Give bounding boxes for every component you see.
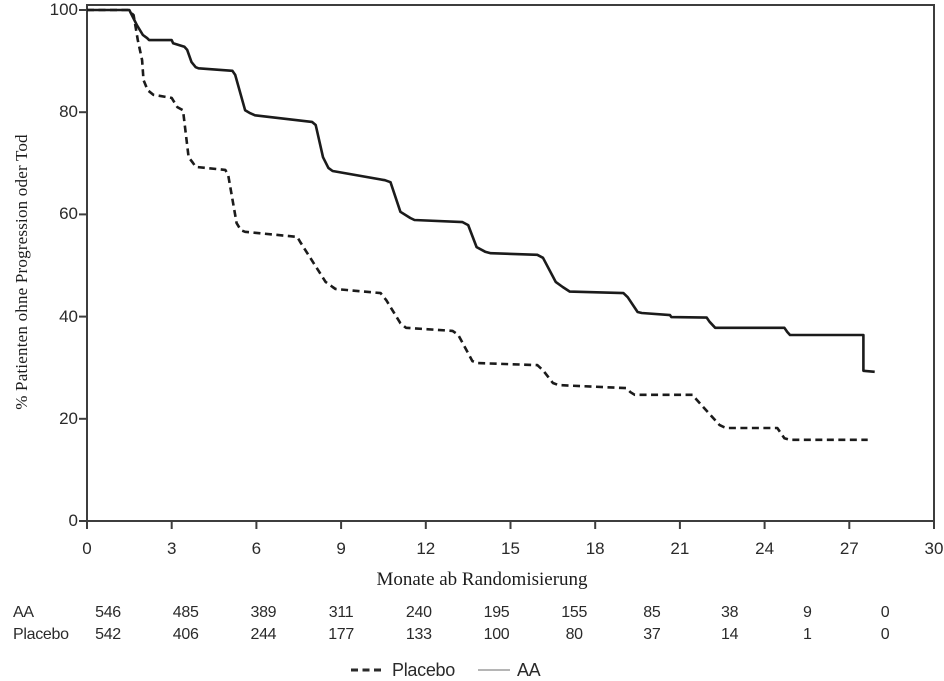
legend-placebo-label: Placebo <box>392 659 455 680</box>
at-risk-row-aa: AA 546 485 389 311 240 195 155 85 38 9 0 <box>0 604 944 624</box>
at-risk-count: 85 <box>643 604 661 621</box>
x-tick-label: 3 <box>166 539 177 558</box>
y-tick-label: 80 <box>59 102 78 122</box>
legend: Placebo AA <box>350 659 541 681</box>
x-tick-label: 18 <box>585 539 605 558</box>
at-risk-count: 0 <box>880 604 890 621</box>
legend-placebo-line-sample <box>351 668 385 672</box>
at-risk-count: 14 <box>720 626 739 643</box>
x-tick-label: 15 <box>501 539 520 558</box>
at-risk-row-label-placebo: Placebo <box>13 626 69 643</box>
x-tick-label: 24 <box>755 539 775 558</box>
at-risk-count: 37 <box>643 626 661 643</box>
at-risk-count: 38 <box>720 604 739 621</box>
y-axis-title: % Patienten ohne Progression oder Tod <box>12 134 31 410</box>
at-risk-count: 485 <box>172 604 199 621</box>
at-risk-count: 406 <box>172 626 199 643</box>
x-tick-label: 12 <box>416 539 436 558</box>
plot-border <box>86 4 935 522</box>
x-tick-label: 6 <box>251 539 262 558</box>
at-risk-count: 9 <box>802 604 812 621</box>
at-risk-count: 177 <box>328 626 354 643</box>
y-tick-label: 20 <box>59 408 78 428</box>
x-tick-label: 27 <box>839 539 859 558</box>
y-tick-label: 0 <box>68 511 78 530</box>
x-tick-label: 9 <box>336 539 346 558</box>
at-risk-count: 546 <box>95 604 121 621</box>
at-risk-count: 195 <box>483 604 510 621</box>
at-risk-count: 542 <box>95 626 121 643</box>
x-tick-label: 21 <box>670 539 690 558</box>
at-risk-count: 100 <box>483 626 510 643</box>
at-risk-count: 1 <box>802 626 812 643</box>
aa-curve <box>87 8 875 374</box>
y-tick-label: 100 <box>49 0 78 19</box>
at-risk-count: 80 <box>565 626 584 643</box>
placebo-curve <box>87 8 868 442</box>
x-axis-title: Monate ab Randomisierung <box>376 569 588 590</box>
at-risk-count: 0 <box>880 626 890 643</box>
x-tick-label: 0 <box>82 539 92 558</box>
at-risk-count: 244 <box>250 626 277 643</box>
at-risk-count: 133 <box>405 626 432 643</box>
legend-aa-line-sample <box>477 669 510 671</box>
y-tick-label: 40 <box>59 306 78 326</box>
legend-aa-label: AA <box>516 659 541 680</box>
x-tick-label: 30 <box>924 539 944 558</box>
at-risk-row-label-aa: AA <box>13 604 34 621</box>
y-tick-label: 60 <box>59 204 78 224</box>
at-risk-count: 311 <box>328 604 354 621</box>
at-risk-count: 240 <box>405 604 432 621</box>
at-risk-count: 389 <box>250 604 277 621</box>
at-risk-row-placebo: Placebo 542 406 244 177 133 100 80 37 14 1 0 <box>0 626 944 646</box>
at-risk-count: 155 <box>561 604 588 621</box>
